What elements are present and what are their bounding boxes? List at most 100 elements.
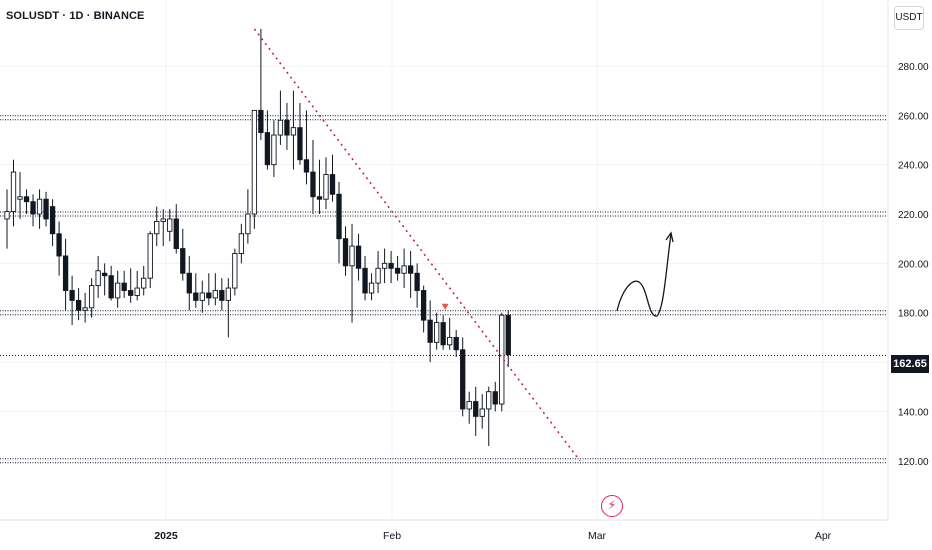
- candle-body: [381, 262, 388, 269]
- candle: [290, 90, 297, 170]
- lightning-icon[interactable]: ⚡: [601, 495, 623, 517]
- candle: [121, 270, 127, 298]
- candle: [199, 280, 205, 313]
- time-tick-label: Feb: [383, 530, 401, 542]
- candlestick-series: [4, 28, 511, 446]
- candle-body: [420, 290, 427, 321]
- candle-body: [193, 292, 199, 301]
- candle-body: [284, 119, 290, 136]
- candle: [95, 255, 101, 298]
- candle: [56, 221, 62, 276]
- candle-body: [336, 193, 342, 240]
- candle-body: [394, 267, 401, 274]
- price-tick-label: 260.00: [898, 111, 929, 122]
- candle-body: [160, 218, 166, 222]
- candle-body: [206, 292, 212, 299]
- candle-body: [440, 322, 446, 346]
- candle: [232, 248, 238, 296]
- candle: [505, 310, 511, 368]
- candle: [453, 330, 459, 358]
- candle: [434, 312, 440, 350]
- time-tick-label: 2025: [154, 530, 178, 542]
- price-tick-label: 280.00: [898, 62, 929, 73]
- candle-body: [479, 408, 485, 417]
- candle-body: [434, 322, 440, 343]
- candle: [460, 337, 466, 417]
- candle-body: [316, 196, 323, 200]
- candle-body: [453, 336, 459, 351]
- candle-body: [56, 233, 62, 257]
- candle: [108, 265, 114, 301]
- candle-body: [4, 211, 10, 220]
- time-axis[interactable]: 2025 Feb Mar Apr: [0, 519, 888, 542]
- candle-body: [355, 245, 362, 269]
- candle: [219, 278, 225, 311]
- candle-body: [82, 307, 88, 311]
- price-tick-label: 220.00: [898, 210, 929, 221]
- candle-body: [427, 319, 433, 343]
- currency-button[interactable]: USDT: [894, 6, 924, 30]
- candle: [82, 292, 88, 323]
- candle-body: [505, 314, 511, 356]
- candle-body: [258, 109, 264, 134]
- candle: [167, 209, 173, 242]
- candle: [329, 154, 336, 202]
- candle: [486, 386, 492, 446]
- candle: [160, 209, 166, 247]
- candle-body: [101, 272, 108, 277]
- candle-body: [141, 277, 147, 289]
- candle: [128, 268, 134, 303]
- candle-body: [492, 391, 498, 405]
- candle-body: [264, 132, 271, 166]
- descending-trendline[interactable]: [253, 28, 581, 462]
- candle-body: [128, 290, 134, 296]
- candle: [134, 270, 140, 301]
- candle: [271, 120, 277, 177]
- grid-lines: [0, 0, 888, 520]
- candle: [88, 278, 95, 318]
- candle: [173, 204, 179, 254]
- candle-body: [115, 282, 121, 299]
- candle: [36, 189, 43, 229]
- candle-body: [108, 275, 114, 299]
- candle: [264, 110, 271, 170]
- candle-body: [95, 270, 101, 287]
- candle-body: [10, 171, 17, 212]
- candle-body: [238, 233, 245, 254]
- candle: [407, 251, 414, 298]
- candle-body: [154, 220, 160, 235]
- candle-body: [401, 265, 407, 274]
- price-tick-label: 180.00: [898, 309, 929, 320]
- candle: [43, 191, 49, 227]
- candle-body: [375, 267, 381, 284]
- projection-arrow[interactable]: [616, 233, 672, 317]
- candle-body: [23, 196, 30, 203]
- candle: [342, 226, 349, 276]
- candle-body: [342, 238, 349, 267]
- candle: [310, 139, 316, 215]
- candle-body: [290, 127, 297, 136]
- candle-body: [466, 401, 472, 410]
- candle: [75, 288, 82, 321]
- candle: [4, 189, 10, 249]
- candle: [69, 275, 75, 326]
- candle: [336, 181, 342, 264]
- candle-body: [388, 262, 394, 269]
- candle: [141, 265, 147, 296]
- candle-body: [473, 401, 479, 417]
- price-tick-label: 240.00: [898, 161, 929, 172]
- candle: [420, 285, 427, 333]
- candle-body: [219, 290, 225, 301]
- candle-body: [17, 196, 23, 200]
- candle: [499, 312, 505, 412]
- candle: [277, 90, 284, 145]
- candle: [297, 102, 303, 165]
- candle: [303, 110, 310, 185]
- price-axis[interactable]: 120.00140.00160.00180.00200.00220.00240.…: [887, 0, 929, 520]
- horizontal-levels: [0, 115, 888, 464]
- candle-body: [245, 213, 251, 235]
- candle: [251, 109, 258, 229]
- candle-body: [167, 218, 173, 232]
- candle: [388, 251, 394, 284]
